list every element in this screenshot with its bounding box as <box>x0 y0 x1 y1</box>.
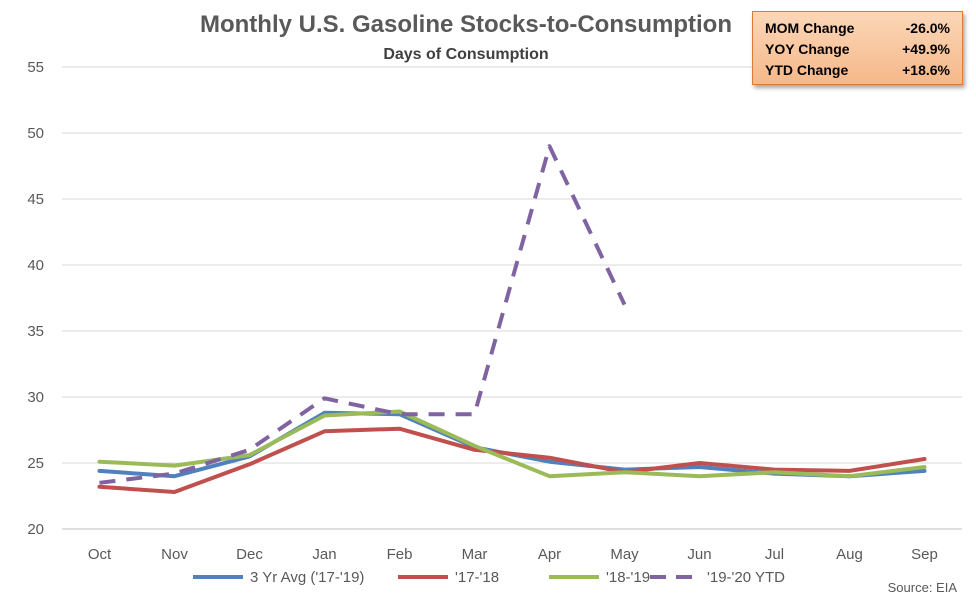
x-tick-label: Dec <box>236 546 263 563</box>
x-tick-label: Jan <box>312 546 336 563</box>
chart-subtitle: Days of Consumption <box>383 46 548 63</box>
y-tick-label: 40 <box>27 257 44 274</box>
stat-label: YOY Change <box>765 41 850 57</box>
x-tick-label: Oct <box>88 546 112 563</box>
stat-value: +49.9% <box>902 41 950 57</box>
stat-row-mom: MOM Change -26.0% <box>765 18 950 39</box>
legend-label: '17-'18 <box>455 569 499 586</box>
change-stats-box: MOM Change -26.0% YOY Change +49.9% YTD … <box>752 11 963 85</box>
x-tick-label: Feb <box>387 546 413 563</box>
source-note: Source: EIA <box>888 580 958 595</box>
x-tick-label: Jul <box>765 546 784 563</box>
y-axis-ticks: 20 25 30 35 40 45 50 55 <box>27 59 44 538</box>
y-tick-label: 20 <box>27 521 44 538</box>
x-axis-ticks: Oct Nov Dec Jan Feb Mar Apr May Jun Jul Aug Sep <box>88 546 938 563</box>
legend-label: '18-'19 <box>606 569 650 586</box>
series-lines <box>97 144 927 494</box>
y-tick-label: 45 <box>27 191 44 208</box>
y-tick-label: 50 <box>27 125 44 142</box>
stat-value: +18.6% <box>902 62 950 78</box>
stat-value: -26.0% <box>905 20 950 36</box>
legend: 3 Yr Avg ('17-'19) '17-'18 '18-'19 '19-'20 … <box>193 569 785 586</box>
x-tick-label: Mar <box>462 546 488 563</box>
series-line <box>99 144 627 485</box>
y-tick-label: 25 <box>27 455 44 472</box>
legend-label: 3 Yr Avg ('17-'19) <box>250 569 364 586</box>
stat-row-ytd: YTD Change +18.6% <box>765 60 950 81</box>
y-tick-label: 35 <box>27 323 44 340</box>
chart-title: Monthly U.S. Gasoline Stocks-to-Consumpt… <box>200 11 732 38</box>
legend-label: '19-'20 YTD <box>707 569 785 586</box>
stat-row-yoy: YOY Change +49.9% <box>765 39 950 60</box>
series-line <box>97 410 927 479</box>
series-line <box>97 426 927 494</box>
series-line <box>97 409 927 479</box>
x-tick-label: Nov <box>161 546 188 563</box>
y-tick-label: 55 <box>27 59 44 76</box>
x-tick-label: May <box>610 546 639 563</box>
x-tick-label: Sep <box>911 546 938 563</box>
x-tick-label: Aug <box>836 546 863 563</box>
stat-label: MOM Change <box>765 20 855 36</box>
stat-label: YTD Change <box>765 62 849 78</box>
x-tick-label: Jun <box>687 546 711 563</box>
x-tick-label: Apr <box>538 546 561 563</box>
y-tick-label: 30 <box>27 389 44 406</box>
